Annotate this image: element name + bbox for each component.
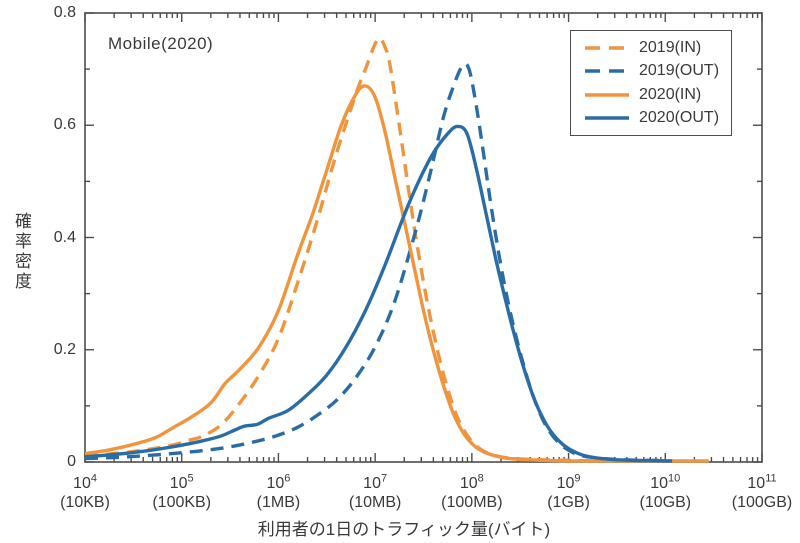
curve-2019-out — [84, 62, 661, 463]
legend-label: 2019(OUT) — [639, 62, 720, 80]
legend-item-2020-out: 2020(OUT) — [584, 109, 731, 127]
legend-line-2019-out — [585, 69, 629, 74]
legend-line-2020-in — [585, 92, 629, 97]
legend-line-2020-out — [585, 116, 629, 121]
y-tick-label: 0.6 — [53, 116, 76, 134]
curve-2020-out — [84, 124, 673, 463]
x-tick-label: 1010 (10GB) — [639, 473, 692, 512]
x-tick-label: 105 (100KB) — [152, 473, 212, 512]
chart-annotation: Mobile(2020) — [108, 34, 214, 53]
legend-line-2019-in — [585, 45, 629, 50]
x-tick-label: 104 (10KB) — [60, 473, 110, 512]
legend-label: 2019(IN) — [639, 38, 702, 56]
y-tick-label: 0.8 — [53, 4, 76, 21]
legend-label: 2020(IN) — [639, 85, 702, 103]
x-axis-title: 利用者の1日のトラフィック量(バイト) — [257, 520, 551, 539]
y-tick-label: 0.2 — [53, 340, 76, 358]
y-tick-label: 0.4 — [53, 228, 76, 246]
legend: 2019(IN) 2019(OUT) 2020(IN) 2020(OUT) — [570, 30, 732, 136]
legend-item-2019-in: 2019(IN) — [584, 39, 731, 57]
curve-2020-in — [84, 84, 709, 463]
y-tick-label: 0 — [67, 453, 76, 470]
x-tick-label: 109 (1GB) — [547, 473, 590, 512]
x-tick-label: 106 (1MB) — [256, 473, 301, 512]
x-tick-label: 108 (100MB) — [441, 473, 503, 512]
x-tick-label: 107 (10MB) — [348, 473, 402, 512]
legend-item-2020-in: 2020(IN) — [584, 86, 731, 104]
y-axis-title: 確率密度 — [12, 212, 31, 292]
legend-label: 2020(OUT) — [639, 109, 720, 127]
x-tick-label: 1011 (100GB) — [731, 473, 793, 512]
curve-2019-in — [84, 36, 598, 463]
legend-item-2019-out: 2019(OUT) — [584, 62, 731, 80]
